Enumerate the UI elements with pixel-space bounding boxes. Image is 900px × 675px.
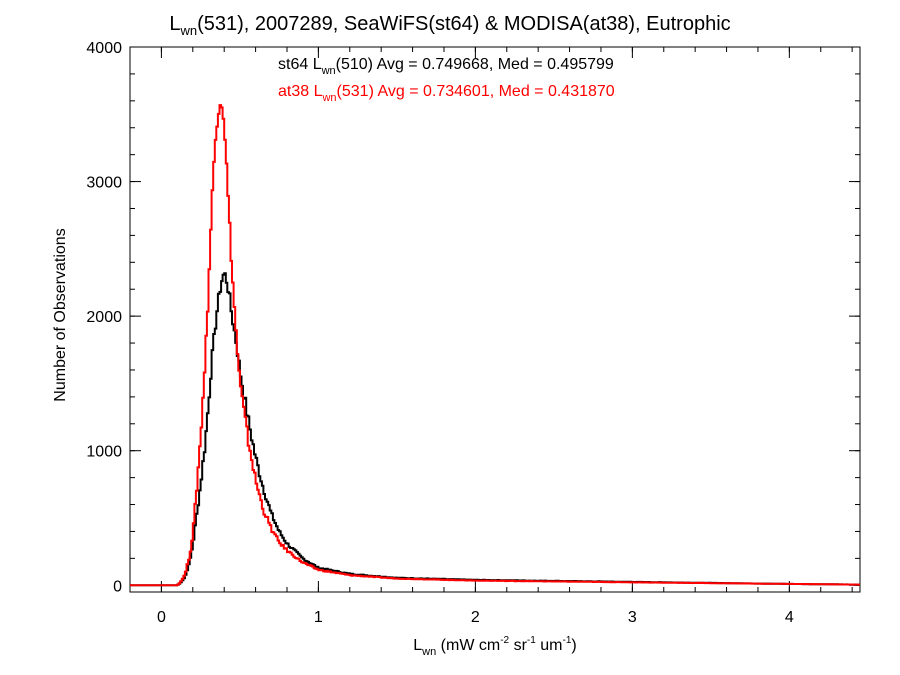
y-tick-label: 4000 <box>86 40 122 57</box>
legend-at38-pre: at38 L <box>278 83 323 100</box>
x-label-p3: um <box>536 637 563 654</box>
x-label-sub: wn <box>421 646 436 658</box>
x-label-main: L <box>413 637 422 654</box>
x-label-p2: sr <box>509 637 527 654</box>
y-tick-label: 3000 <box>86 175 122 192</box>
x-tick-label: 3 <box>628 609 637 626</box>
x-label-p1: (mW cm <box>436 637 500 654</box>
x-tick-label: 2 <box>471 609 480 626</box>
chart-title: Lwn(531), 2007289, SeaWiFS(st64) & MODIS… <box>169 13 730 38</box>
series-line-0 <box>130 272 860 587</box>
legend-st64-pre: st64 L <box>278 56 322 73</box>
x-axis-label: Lwn (mW cm-2 sr-1 um-1) <box>413 635 576 658</box>
legend-entry-at38: at38 Lwn(531) Avg = 0.734601, Med = 0.43… <box>278 83 615 104</box>
x-label-sup3: -1 <box>562 635 571 646</box>
legend-st64-sub: wn <box>321 65 336 77</box>
series-line-1 <box>130 104 860 587</box>
y-axis-label: Number of Observations <box>52 228 69 401</box>
x-tick-label: 1 <box>314 609 323 626</box>
legend-st64-post: (510) Avg = 0.749668, Med = 0.495799 <box>336 56 614 73</box>
x-label-sup2: -1 <box>527 635 536 646</box>
x-tick-label: 0 <box>157 609 166 626</box>
x-tick-label: 4 <box>785 609 794 626</box>
legend-entry-st64: st64 Lwn(510) Avg = 0.749668, Med = 0.49… <box>278 56 614 77</box>
x-label-sup1: -2 <box>500 635 509 646</box>
series-layer <box>130 104 860 587</box>
x-axis-ticks: 0 1 2 3 4 <box>157 47 853 626</box>
chart-title-rest: (531), 2007289, SeaWiFS(st64) & MODISA(a… <box>197 13 731 35</box>
y-tick-label: 0 <box>113 578 122 595</box>
legend-at38-sub: wn <box>321 92 336 104</box>
y-axis-ticks: 0 1000 2000 3000 4000 <box>86 40 860 595</box>
x-label-p4: ) <box>571 637 576 654</box>
chart-title-sub: wn <box>179 23 197 38</box>
legend-at38-post: (531) Avg = 0.734601, Med = 0.431870 <box>337 83 615 100</box>
y-tick-label: 1000 <box>86 444 122 461</box>
chart-title-main: L <box>169 13 180 35</box>
plot-frame <box>129 46 861 593</box>
y-tick-label: 2000 <box>86 309 122 326</box>
